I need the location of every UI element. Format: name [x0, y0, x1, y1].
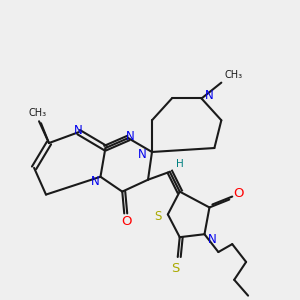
Text: O: O	[121, 215, 131, 228]
Text: CH₃: CH₃	[224, 70, 242, 80]
Text: N: N	[205, 89, 214, 102]
Text: O: O	[233, 187, 243, 200]
Text: N: N	[138, 148, 146, 161]
Text: S: S	[172, 262, 180, 275]
Text: CH₃: CH₃	[29, 108, 47, 118]
Text: N: N	[74, 124, 83, 137]
Text: S: S	[154, 210, 162, 223]
Text: N: N	[126, 130, 135, 142]
Text: N: N	[208, 233, 217, 246]
Text: N: N	[91, 175, 100, 188]
Text: H: H	[176, 159, 184, 169]
